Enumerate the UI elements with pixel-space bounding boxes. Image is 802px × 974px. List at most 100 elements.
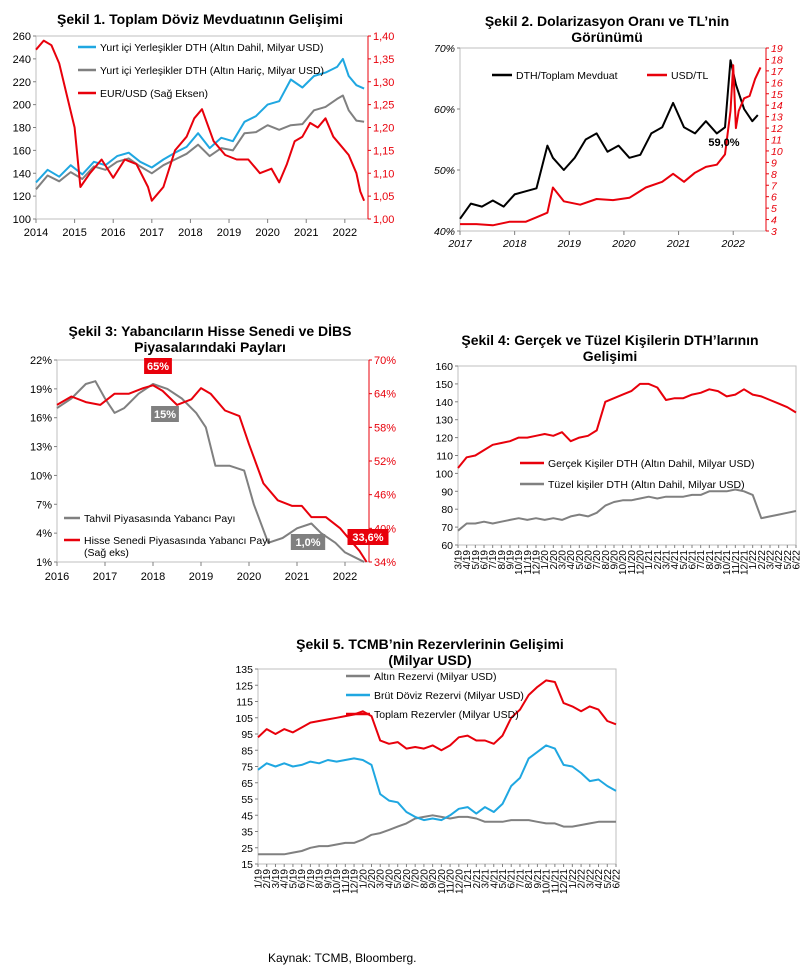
c5-x-tick-label: 6/20 (402, 869, 413, 889)
c4-y-left-tick-label: 90 (441, 486, 453, 498)
chart-5-title: Şekil 5. TCMB’nin Rezervlerinin Gelişimi… (296, 636, 564, 668)
c4-y-left-tick-label: 140 (435, 397, 453, 409)
c1-y-right-tick-label: 1,25 (373, 100, 394, 112)
c3-y-right-tick-label: 70% (374, 355, 396, 367)
c2-y-right-tick-label: 4 (771, 215, 777, 227)
c4-x-tick-label: 4/19 (462, 550, 473, 570)
c5-x-tick-label: 6/21 (507, 869, 518, 889)
c4-x-tick-label: 10/20 (618, 550, 629, 575)
c1-y-left-tick-label: 220 (13, 77, 31, 89)
c4-x-tick-label: 6/19 (480, 550, 491, 570)
c4-x-tick-label: 8/20 (601, 550, 612, 570)
c1-series-1-line (35, 57, 365, 184)
c3-y-right-tick-label: 34% (374, 557, 396, 569)
c5-x-tick-label: 2/21 (472, 869, 483, 889)
c4-x-tick-label: 3/19 (454, 550, 465, 570)
c3-x-tick-label: 2016 (45, 571, 69, 583)
c4-x-tick-label: 5/20 (575, 550, 586, 570)
c1-x-tick-label: 2020 (255, 227, 279, 239)
c5-x-tick-label: 9/19 (323, 869, 334, 889)
c3-y-left-tick-label: 1% (36, 557, 52, 569)
c5-y-left-tick-label: 125 (235, 680, 253, 692)
c3-x-tick-label: 2017 (93, 571, 117, 583)
c5-x-tick-label: 10/21 (542, 869, 553, 894)
c4-y-left-tick-label: 100 (435, 468, 453, 480)
c5-series-3-line (257, 679, 617, 752)
c4-x-tick-label: 10/19 (514, 550, 525, 575)
c1-y-left-tick-label: 240 (13, 54, 31, 66)
c4-x-tick-label: 1/22 (748, 550, 759, 570)
c5-x-tick-label: 7/21 (515, 869, 526, 889)
c4-x-tick-label: 8/19 (497, 550, 508, 570)
c3-y-left-tick-label: 19% (30, 384, 52, 396)
c4-x-tick-label: 2/22 (757, 550, 768, 570)
c3-annotation-label: 1,0% (295, 537, 320, 549)
c3-series-2-line (56, 384, 368, 563)
c5-x-tick-label: 10/20 (437, 869, 448, 894)
c1-y-right-tick-label: 1,30 (373, 77, 394, 89)
c2-y-right-tick-label: 11 (771, 135, 782, 147)
c3-legend-label: Hisse Senedi Piyasasında Yabancı Payı (84, 535, 270, 547)
c2-y-right-tick-label: 12 (771, 123, 783, 135)
c4-y-left-tick-label: 80 (441, 504, 453, 516)
c5-x-tick-label: 4/21 (489, 869, 500, 889)
c5-x-tick-label: 5/20 (393, 869, 404, 889)
c4-y-left-tick-label: 130 (435, 415, 453, 427)
c4-x-tick-label: 9/20 (610, 550, 621, 570)
c3-y-left-tick-label: 22% (30, 355, 52, 367)
c5-x-tick-label: 7/20 (411, 869, 422, 889)
c3-legend-label: Tahvil Piyasasında Yabancı Payı (84, 513, 235, 525)
c1-x-tick-label: 2014 (24, 227, 48, 239)
c3-x-tick-label: 2019 (189, 571, 213, 583)
c5-y-left-tick-label: 75 (241, 762, 253, 774)
c5-x-tick-label: 2/20 (367, 869, 378, 889)
c2-y-left-tick-label: 50% (434, 165, 455, 177)
c5-x-tick-label: 3/19 (271, 869, 282, 889)
c4-x-tick-label: 3/20 (558, 550, 569, 570)
c5-x-tick-label: 12/20 (454, 869, 465, 894)
c3-y-right-tick-label: 58% (374, 422, 396, 434)
c1-y-left-tick-label: 180 (13, 123, 31, 135)
c2-legend-label: USD/TL (671, 70, 709, 82)
c5-x-tick-label: 11/21 (550, 869, 561, 894)
chart-3-title: Şekil 3: Yabancıların Hisse Senedi ve Dİ… (68, 323, 352, 355)
c3-annotation-box (151, 406, 179, 422)
c3-y-right-tick-label: 64% (374, 389, 396, 401)
c2-y-right-tick-label: 7 (771, 180, 778, 192)
c5-x-tick-label: 1/20 (358, 869, 369, 889)
c5-y-left-tick-label: 65 (241, 778, 253, 790)
c5-x-tick-label: 8/21 (524, 869, 535, 889)
c4-legend-label: Gerçek Kişiler DTH (Altın Dahil, Milyar … (548, 458, 755, 470)
c2-y-right-tick-label: 16 (771, 77, 783, 89)
source-note: Kaynak: TCMB, Bloomberg. (268, 951, 417, 965)
c3-y-right-tick-label: 46% (374, 490, 396, 502)
c2-y-right-tick-label: 10 (771, 146, 783, 158)
c4-y-left-tick-label: 120 (435, 433, 453, 445)
c4-x-tick-label: 12/21 (740, 550, 751, 575)
c1-y-left-tick-label: 200 (13, 100, 31, 112)
c3-y-left-tick-label: 7% (36, 499, 52, 511)
c3-y-left-tick-label: 16% (30, 413, 52, 425)
c5-x-tick-label: 1/22 (568, 869, 579, 889)
chart-1-title: Şekil 1. Toplam Döviz Mevduatının Gelişi… (56, 11, 344, 27)
chart-3-plot: 1%4%7%10%13%16%19%22%34%40%46%52%58%64%7… (30, 355, 396, 583)
c5-x-tick-label: 4/22 (594, 869, 605, 889)
c2-y-right-tick-label: 15 (771, 89, 783, 101)
c2-y-right-tick-label: 13 (771, 112, 783, 124)
c4-x-tick-label: 4/20 (566, 550, 577, 570)
c4-x-tick-label: 7/19 (488, 550, 499, 570)
c5-x-tick-label: 6/22 (612, 869, 623, 889)
c2-annotation-label: 59,0% (708, 137, 739, 149)
c5-y-left-tick-label: 35 (241, 827, 253, 839)
c1-y-left-tick-label: 260 (13, 31, 31, 43)
c4-x-tick-label: 1/20 (540, 550, 551, 570)
c2-x-tick-label: 2017 (447, 238, 473, 250)
chart-1-plot: 100 120 140 160 180 200 220 240 260 1,00 1,05 1,10 1… (13, 31, 395, 239)
c4-y-left-tick-label: 70 (441, 522, 453, 534)
c5-x-tick-label: 4/20 (384, 869, 395, 889)
c1-x-tick-label: 2015 (62, 227, 86, 239)
c3-annotation-box (290, 534, 326, 550)
c1-legend-label: EUR/USD (Sağ Eksen) (100, 88, 208, 100)
c4-x-tick-label: 6/22 (792, 550, 802, 570)
c1-y-right-tick-label: 1,20 (373, 123, 394, 135)
